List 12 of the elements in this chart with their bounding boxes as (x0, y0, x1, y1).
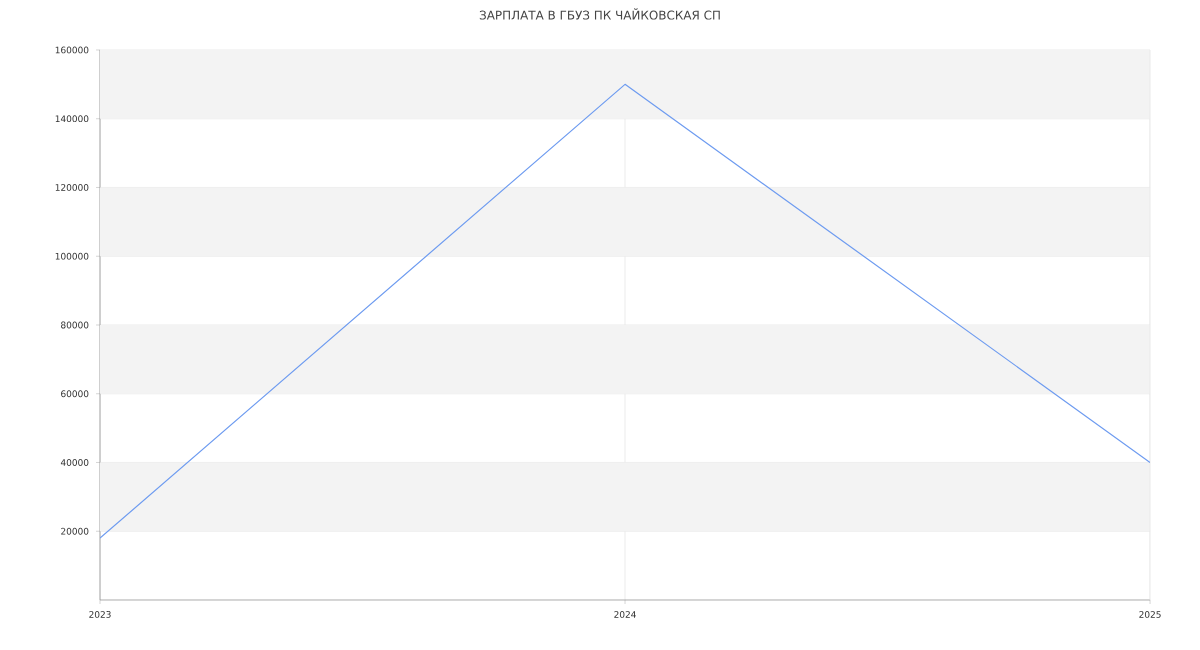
y-tick-label: 60000 (61, 390, 89, 398)
y-tick-label: 40000 (60, 459, 89, 466)
y-tick-label: 140000 (55, 115, 89, 123)
y-tick-label: 120000 (55, 184, 89, 191)
y-tick-label: 20000 (61, 527, 89, 535)
y-tick-label: 80000 (61, 321, 89, 329)
chart-title: ЗАРПЛАТА В ГБУЗ ПК ЧАЙКОВСКАЯ СП (479, 8, 720, 20)
y-tick-label: 100000 (55, 252, 89, 260)
x-tick-label: 2023 (89, 611, 111, 618)
x-tick-label: 2025 (1139, 611, 1161, 618)
x-tick-label: 2024 (614, 611, 636, 618)
y-tick-label: 160000 (55, 46, 89, 54)
